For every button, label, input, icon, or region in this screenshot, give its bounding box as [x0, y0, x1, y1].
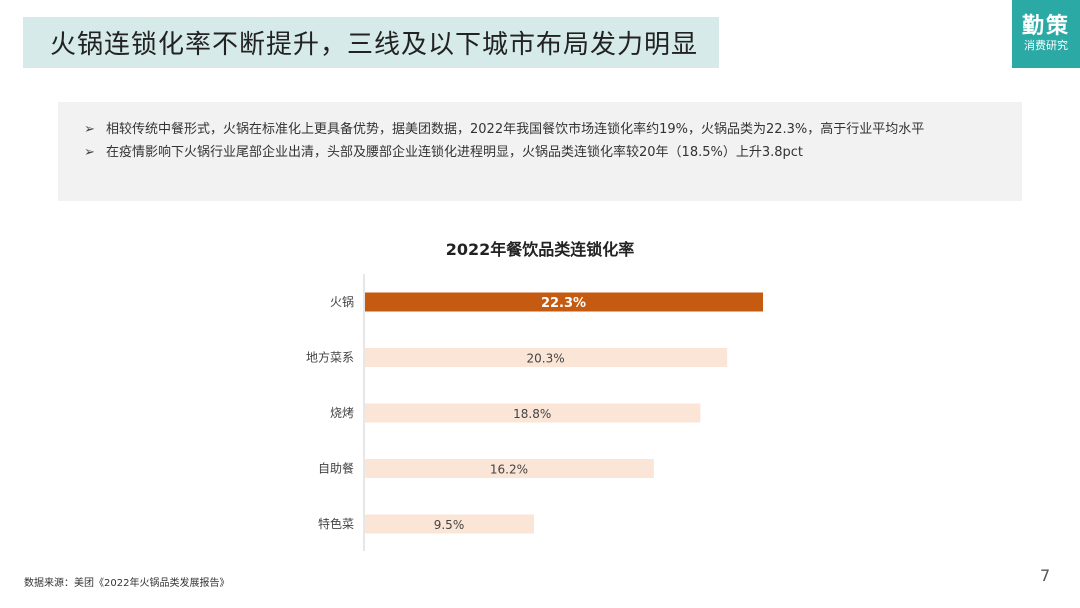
logo-sub-text: 消费研究 [1024, 38, 1068, 52]
bar [365, 403, 701, 423]
bar [365, 292, 763, 312]
summary-box: ➢ 相较传统中餐形式，火锅在标准化上更具备优势，据美团数据，2022年我国餐饮市… [58, 102, 1022, 201]
bar [365, 348, 728, 367]
summary-bullet: ➢ 相较传统中餐形式，火锅在标准化上更具备优势，据美团数据，2022年我国餐饮市… [84, 118, 992, 141]
category-label: 特色菜 [318, 516, 354, 531]
value-label: 16.2% [490, 463, 528, 477]
category-label: 自助餐 [318, 461, 354, 476]
arrow-bullet-icon: ➢ [84, 145, 95, 160]
bar [365, 459, 654, 478]
arrow-bullet-icon: ➢ [84, 122, 95, 137]
value-label: 9.5% [434, 518, 465, 532]
value-label: 22.3% [541, 296, 586, 311]
value-label: 20.3% [527, 352, 565, 366]
page-number: 7 [1040, 566, 1051, 585]
category-label: 火锅 [330, 294, 354, 309]
summary-bullet-text: 相较传统中餐形式，火锅在标准化上更具备优势，据美团数据，2022年我国餐饮市场连… [106, 122, 925, 137]
value-label: 18.8% [513, 407, 551, 421]
category-label: 地方菜系 [306, 350, 354, 365]
chart-title: 2022年餐饮品类连锁化率 [445, 240, 635, 259]
summary-bullet-text: 在疫情影响下火锅行业尾部企业出清，头部及腰部企业连锁化进程明显，火锅品类连锁化率… [106, 145, 804, 160]
logo-main-text: 勤策 [1021, 13, 1070, 39]
page-title: 火锅连锁化率不断提升，三线及以下城市布局发力明显 [50, 30, 699, 60]
summary-bullet: ➢ 在疫情影响下火锅行业尾部企业出清，头部及腰部企业连锁化进程明显，火锅品类连锁… [84, 141, 992, 164]
bar [365, 514, 534, 534]
brand-logo: 勤策 消费研究 [1012, 0, 1080, 68]
category-label: 烧烤 [330, 405, 354, 420]
title-bar: 火锅连锁化率不断提升，三线及以下城市布局发力明显 [23, 17, 719, 68]
source-note: 数据来源：美团《2022年火锅品类发展报告》 [24, 578, 230, 589]
